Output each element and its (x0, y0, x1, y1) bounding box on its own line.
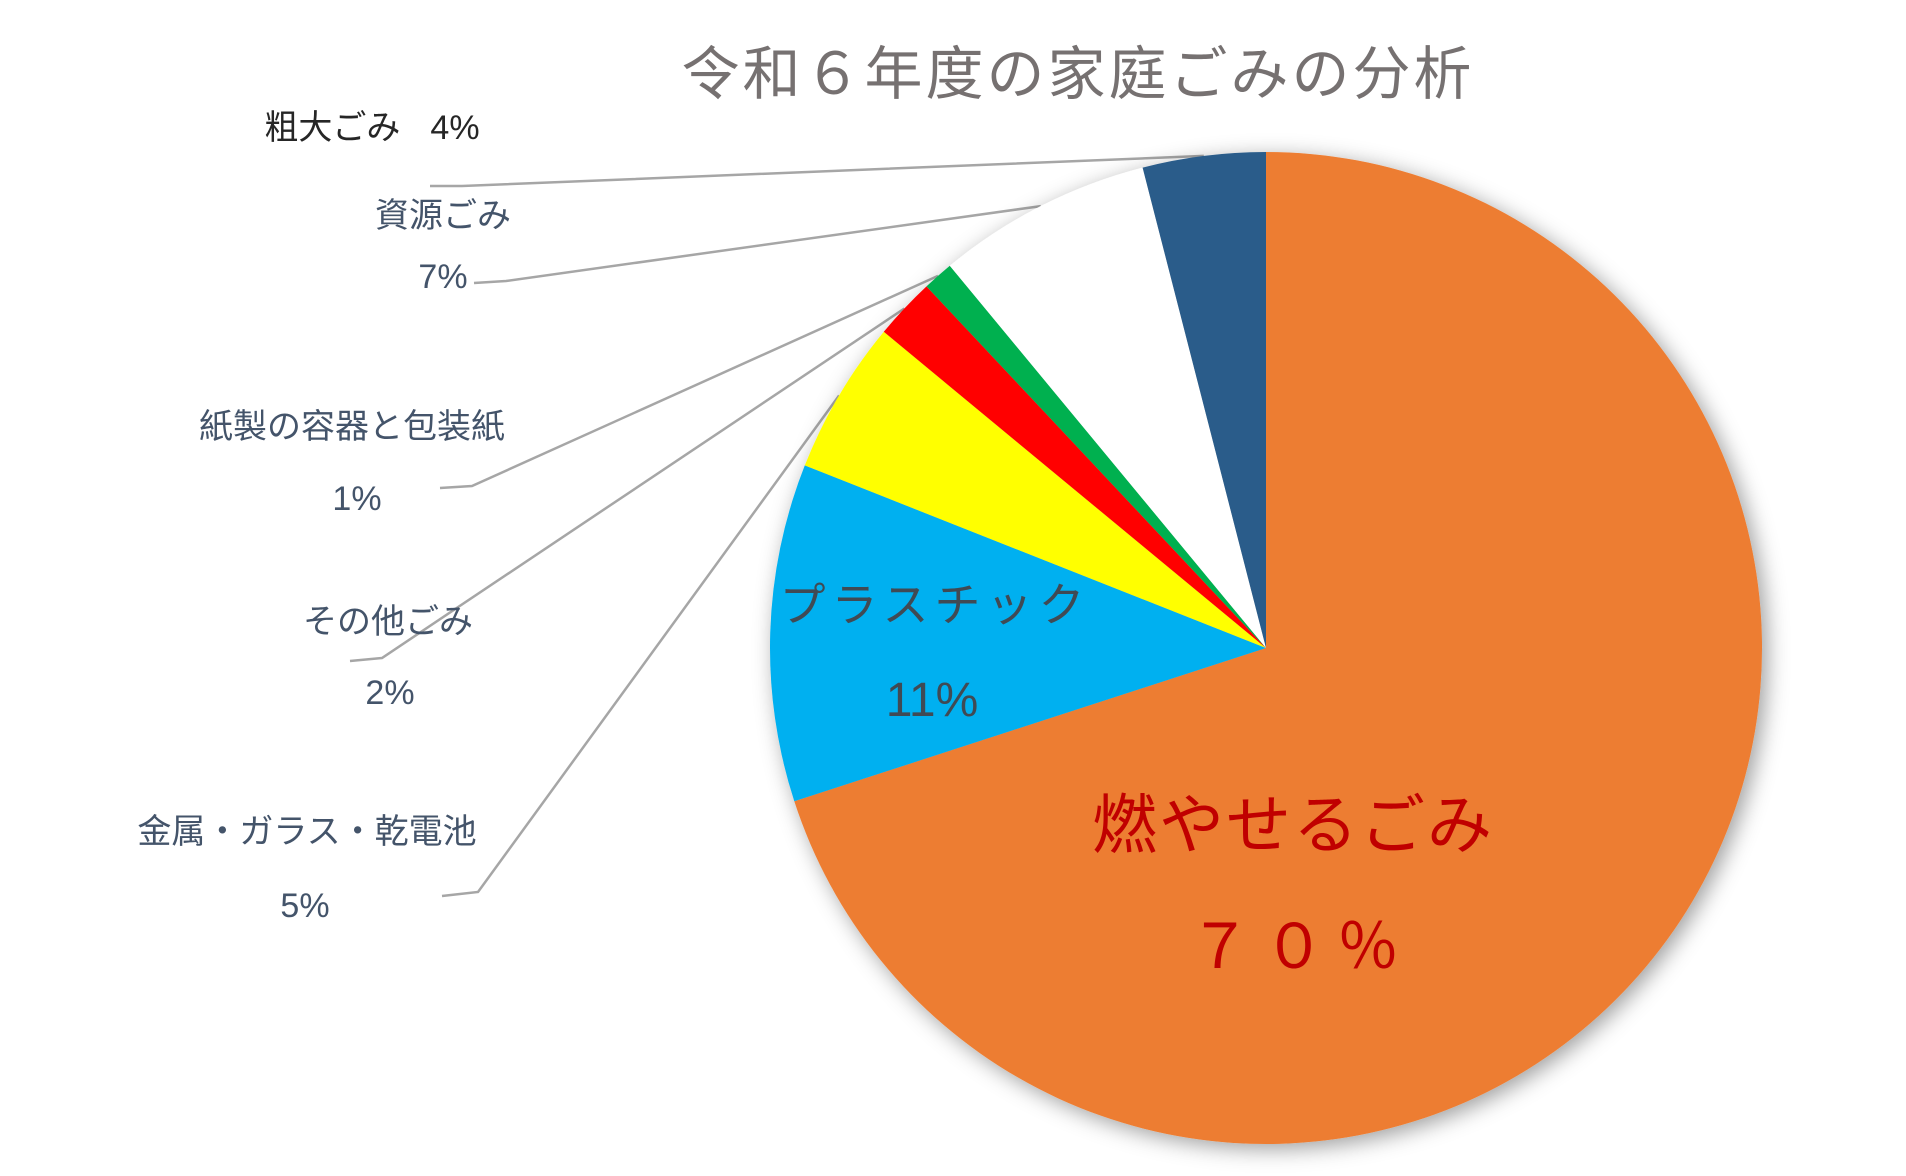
leader-lines (349, 154, 1204, 898)
label-kinzoku-value: 5% (280, 887, 330, 925)
pie-slice-sodai[interactable] (1142, 152, 1266, 648)
pie-slice-plastic[interactable] (769, 465, 1266, 802)
label-kamisei-name: 紙製の容器と包装紙 (199, 408, 505, 446)
pie-slice-shigen[interactable] (949, 167, 1266, 648)
pie-slice-kamisei[interactable] (926, 265, 1267, 648)
label-sodai: 粗大ごみ 4% (264, 111, 479, 145)
label-sonota-value: 2% (365, 674, 415, 712)
label-plastic-name: プラスチック (779, 579, 1091, 631)
label-shigen-value: 7% (418, 258, 468, 296)
label-moyaseru-value: ７０％ (1188, 913, 1412, 982)
label-kamisei-value: 1% (332, 480, 382, 518)
label-plastic-value: 11% (885, 674, 979, 727)
leader-line-shigen (473, 204, 1041, 285)
pie (769, 152, 1763, 1144)
chart-title: 令和６年度の家庭ごみの分析 (681, 42, 1475, 107)
label-moyaseru-name: 燃やせるごみ (1091, 788, 1495, 862)
leader-line-kinzoku (441, 394, 841, 898)
label-sonota-name: その他ごみ (303, 603, 473, 641)
pie-slice-kinzoku[interactable] (804, 331, 1266, 648)
label-shigen-name: 資源ごみ (375, 197, 511, 235)
label-sodai-name: 粗大ごみ (264, 109, 401, 147)
label-kinzoku-name: 金属・ガラス・乾電池 (137, 813, 477, 851)
leader-line-sonota (349, 307, 906, 663)
leader-line-sodai (430, 154, 1204, 188)
leader-line-kamisei (439, 274, 939, 490)
pie-slice-moyaseru[interactable] (794, 152, 1763, 1144)
pie-slice-sonota[interactable] (883, 286, 1266, 648)
label-sodai-value: 4% (430, 109, 480, 147)
